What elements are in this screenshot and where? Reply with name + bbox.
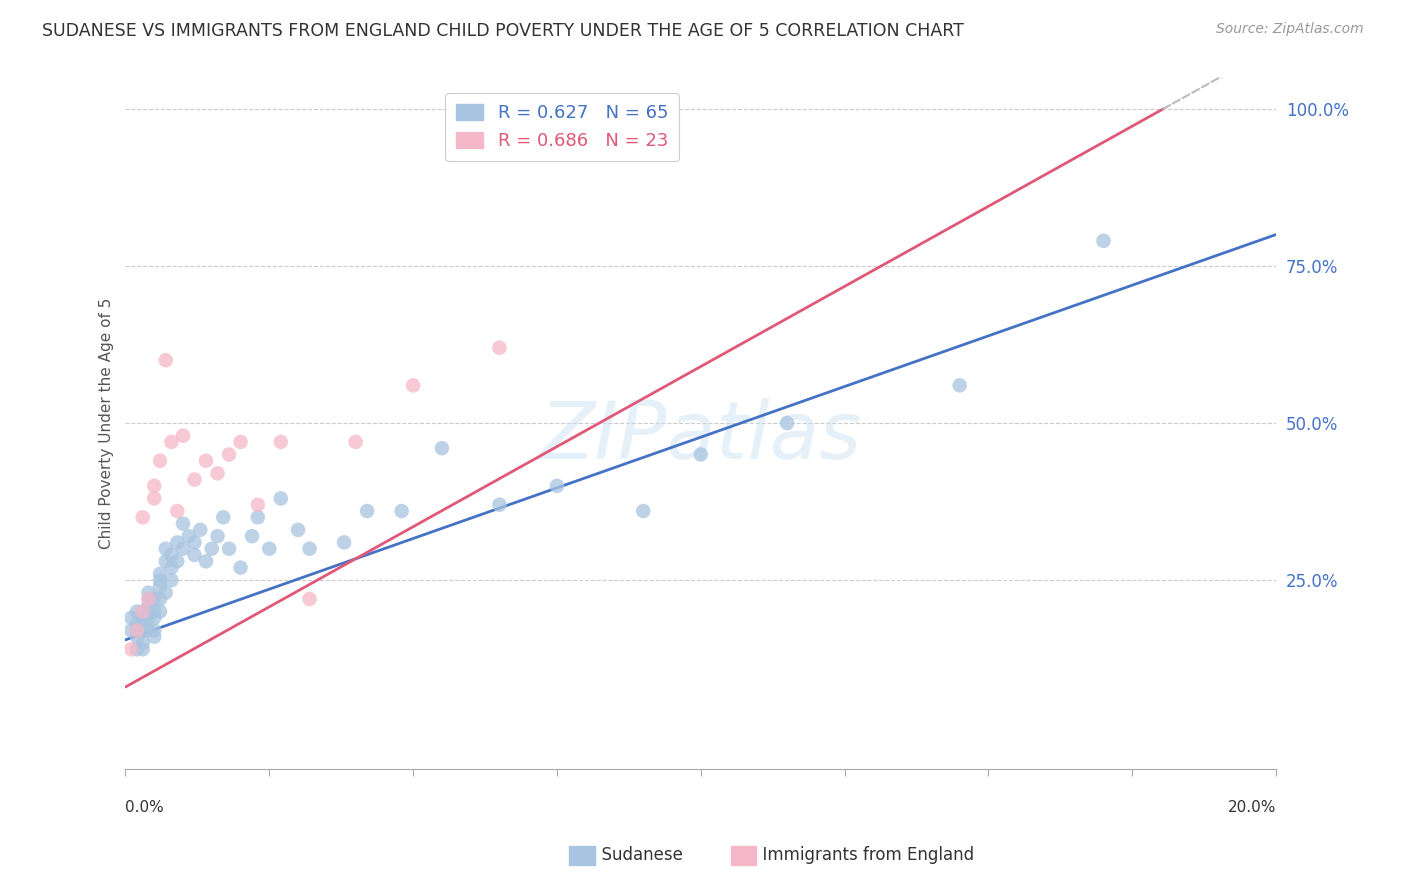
Point: [633, 504, 655, 518]
Point: [143, 611, 166, 625]
Point: [138, 624, 160, 638]
Point: [160, 434, 183, 449]
Point: [138, 592, 160, 607]
Point: [155, 554, 177, 568]
Point: [1092, 234, 1115, 248]
Text: SUDANESE VS IMMIGRANTS FROM ENGLAND CHILD POVERTY UNDER THE AGE OF 5 CORRELATION: SUDANESE VS IMMIGRANTS FROM ENGLAND CHIL…: [42, 22, 965, 40]
Point: [160, 573, 183, 587]
Point: [125, 642, 148, 657]
Point: [172, 541, 194, 556]
Point: [138, 592, 160, 607]
Point: [160, 560, 183, 574]
Point: [132, 510, 155, 524]
Point: [207, 529, 229, 543]
Text: Source: ZipAtlas.com: Source: ZipAtlas.com: [1216, 22, 1364, 37]
Point: [183, 548, 205, 562]
Point: [149, 573, 172, 587]
Point: [402, 378, 425, 392]
Point: [166, 504, 188, 518]
Point: [218, 447, 240, 461]
Point: [689, 447, 711, 461]
Point: [298, 541, 321, 556]
Point: [246, 498, 269, 512]
Point: [229, 560, 252, 574]
Point: [183, 473, 205, 487]
Point: [259, 541, 281, 556]
Text: ZIPatlas: ZIPatlas: [540, 398, 862, 475]
Point: [172, 428, 194, 442]
Point: [132, 617, 155, 632]
Point: [138, 585, 160, 599]
Point: [488, 341, 510, 355]
Point: [125, 624, 148, 638]
Point: [356, 504, 378, 518]
Point: [183, 535, 205, 549]
Text: Immigrants from England: Immigrants from England: [752, 846, 974, 863]
Point: [212, 510, 235, 524]
Point: [160, 548, 183, 562]
Point: [120, 624, 142, 638]
Point: [125, 605, 148, 619]
Point: [172, 516, 194, 531]
Point: [132, 636, 155, 650]
Point: [138, 611, 160, 625]
Point: [344, 434, 367, 449]
Point: [155, 541, 177, 556]
Point: [132, 624, 155, 638]
Point: [125, 630, 148, 644]
Point: [229, 434, 252, 449]
Point: [166, 554, 188, 568]
Point: [143, 491, 166, 506]
Text: 0.0%: 0.0%: [125, 800, 165, 814]
Point: [143, 605, 166, 619]
Point: [143, 630, 166, 644]
Point: [270, 491, 292, 506]
Legend: R = 0.627   N = 65, R = 0.686   N = 23: R = 0.627 N = 65, R = 0.686 N = 23: [446, 94, 679, 161]
Point: [195, 554, 218, 568]
Point: [125, 617, 148, 632]
Point: [391, 504, 413, 518]
Point: [207, 467, 229, 481]
Point: [155, 585, 177, 599]
Point: [138, 599, 160, 613]
Point: [132, 611, 155, 625]
Point: [143, 592, 166, 607]
Point: [149, 605, 172, 619]
Point: [120, 642, 142, 657]
Point: [132, 605, 155, 619]
Point: [149, 592, 172, 607]
Point: [776, 416, 799, 430]
Point: [132, 642, 155, 657]
Point: [246, 510, 269, 524]
Point: [287, 523, 309, 537]
Point: [201, 541, 224, 556]
Point: [149, 454, 172, 468]
Point: [125, 624, 148, 638]
Text: Sudanese: Sudanese: [591, 846, 682, 863]
Point: [143, 624, 166, 638]
Point: [270, 434, 292, 449]
Point: [195, 454, 218, 468]
Point: [120, 611, 142, 625]
Point: [132, 605, 155, 619]
Point: [177, 529, 200, 543]
Point: [143, 479, 166, 493]
Point: [218, 541, 240, 556]
Point: [949, 378, 972, 392]
Text: 20.0%: 20.0%: [1227, 800, 1277, 814]
Point: [155, 353, 177, 368]
Point: [546, 479, 568, 493]
Point: [149, 566, 172, 581]
Point: [488, 498, 510, 512]
Y-axis label: Child Poverty Under the Age of 5: Child Poverty Under the Age of 5: [100, 297, 114, 549]
Point: [188, 523, 211, 537]
Point: [333, 535, 356, 549]
Point: [430, 441, 453, 455]
Point: [166, 535, 188, 549]
Point: [149, 579, 172, 593]
Point: [298, 592, 321, 607]
Point: [240, 529, 263, 543]
